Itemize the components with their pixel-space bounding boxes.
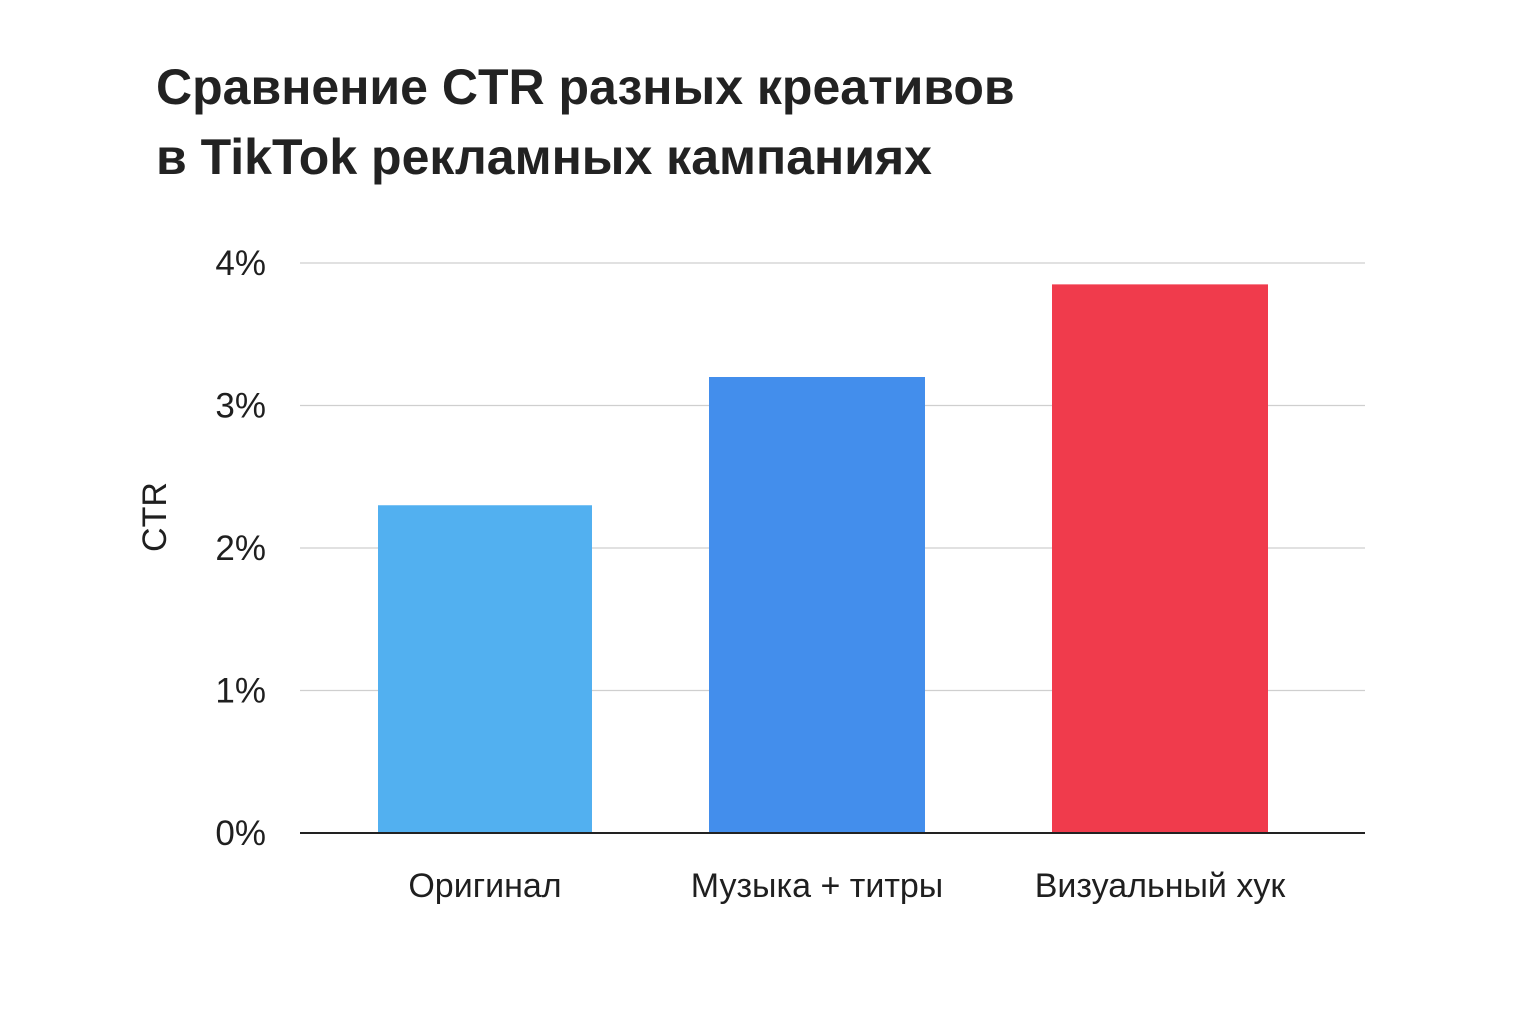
chart-title-line-1: Сравнение CTR разных креативов bbox=[156, 59, 1015, 115]
x-category-label-2: Визуальный хук bbox=[1035, 867, 1287, 905]
x-category-label-1: Музыка + титры bbox=[691, 867, 944, 905]
y-tick-label-3: 3% bbox=[215, 387, 266, 426]
y-tick-label-4: 4% bbox=[215, 244, 266, 283]
x-category-label-0: Оригинал bbox=[408, 867, 561, 905]
y-tick-label-0: 0% bbox=[215, 814, 266, 853]
bar-1 bbox=[709, 377, 925, 833]
y-tick-label-2: 2% bbox=[215, 529, 266, 568]
y-axis-label: CTR bbox=[136, 482, 174, 552]
bars bbox=[378, 284, 1268, 833]
chart-title: Сравнение CTR разных креативов в TikTok … bbox=[156, 52, 1356, 192]
y-tick-label-1: 1% bbox=[215, 672, 266, 711]
x-axis-categories: Оригинал Музыка + титры Визуальный хук bbox=[408, 867, 1286, 905]
bar-2 bbox=[1052, 284, 1268, 833]
chart-title-line-2: в TikTok рекламных кампаниях bbox=[156, 129, 932, 185]
bar-0 bbox=[378, 505, 592, 833]
y-axis-ticks: 0% 1% 2% 3% 4% bbox=[215, 244, 266, 853]
